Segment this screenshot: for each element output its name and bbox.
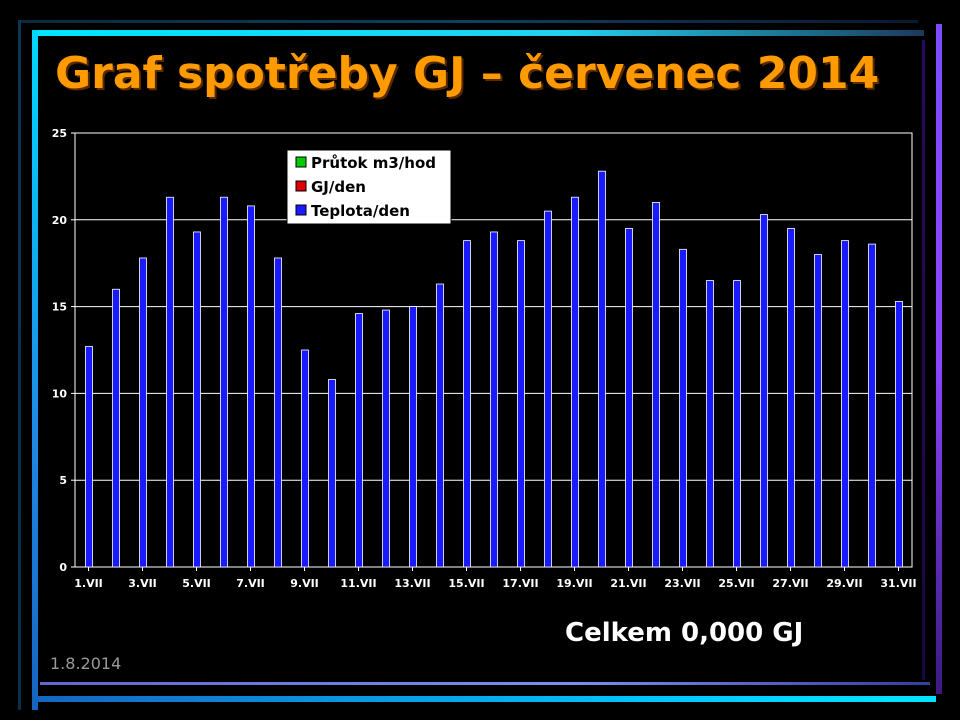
bar-teplota-13.VII [409, 306, 417, 568]
bar-teplota-24.VII [706, 280, 714, 568]
legend-swatch-gj [295, 180, 307, 192]
bar-teplota-22.VII [652, 202, 660, 568]
x-tick-label: 15.VII [448, 577, 484, 590]
x-axis: 1.VII 3.VII 5.VII 7.VII 9.VII 11.VII 13.VII 15.… [74, 567, 917, 590]
bar-teplota-17.VII [517, 240, 525, 568]
bar-teplota-1.VII [85, 346, 93, 568]
legend-swatch-flow [295, 156, 307, 168]
x-tick-label: 13.VII [394, 577, 430, 590]
legend-swatch-temp [295, 204, 307, 216]
decor-line-top-back [18, 20, 918, 23]
x-tick-label: 25.VII [718, 577, 754, 590]
x-tick-label: 21.VII [610, 577, 646, 590]
x-tick-label: 29.VII [826, 577, 862, 590]
total-consumption: Celkem 0,000 GJ [565, 618, 804, 648]
decor-line-top [32, 30, 924, 36]
bar-teplota-6.VII [220, 196, 228, 568]
x-tick-label: 1.VII [74, 577, 103, 590]
x-tick-label: 7.VII [236, 577, 265, 590]
bar-teplota-8.VII [274, 257, 282, 568]
decor-line-bottom-back [40, 682, 930, 685]
legend-label-flow: Průtok m3/hod [311, 154, 436, 172]
decor-line-left-back [18, 20, 21, 710]
x-tick-label: 11.VII [340, 577, 376, 590]
bar-teplota-14.VII [436, 283, 444, 568]
x-tick-label: 23.VII [664, 577, 700, 590]
y-tick-label: 10 [52, 387, 68, 400]
bar-teplota-15.VII [463, 240, 471, 568]
x-tick-label: 17.VII [502, 577, 538, 590]
bar-teplota-4.VII [166, 196, 174, 568]
bar-teplota-20.VII [598, 170, 606, 568]
x-tick-label: 3.VII [128, 577, 157, 590]
consumption-chart: 0 5 10 15 20 25 1.VII 3.VII 5.VII 7.VII 9.VII 11.V… [52, 127, 917, 590]
bar-teplota-30.VII [868, 243, 876, 568]
decor-line-left [32, 30, 38, 710]
y-axis: 0 5 10 15 20 25 [52, 127, 75, 574]
bar-teplota-31.VII [895, 300, 903, 568]
bar-teplota-26.VII [760, 214, 768, 568]
decor-line-right-back [922, 40, 925, 680]
decor-line-bottom [32, 696, 936, 702]
bar-teplota-12.VII [382, 309, 390, 568]
bar-teplota-21.VII [625, 228, 633, 568]
bar-teplota-2.VII [112, 288, 120, 568]
y-tick-label: 15 [52, 301, 67, 314]
bar-teplota-11.VII [355, 313, 363, 568]
bar-teplota-9.VII [301, 349, 309, 568]
y-tick-label: 0 [59, 561, 67, 574]
y-tick-label: 20 [52, 214, 68, 227]
y-tick-label: 5 [59, 474, 67, 487]
bar-teplota-28.VII [814, 254, 822, 568]
x-tick-label: 19.VII [556, 577, 592, 590]
legend-label-gj: GJ/den [311, 178, 366, 196]
legend-box [286, 149, 452, 225]
decor-line-right [936, 24, 942, 694]
slide-date: 1.8.2014 [50, 654, 122, 673]
legend: Průtok m3/hod GJ/den Teplota/den [286, 149, 452, 225]
bar-teplota-19.VII [571, 196, 579, 568]
x-tick-label: 27.VII [772, 577, 808, 590]
x-tick-label: 9.VII [290, 577, 319, 590]
bar-teplota-29.VII [841, 240, 849, 568]
slide-title: Graf spotřeby GJ – červenec 2014 [55, 48, 880, 99]
bar-teplota-5.VII [193, 231, 201, 568]
legend-label-temp: Teplota/den [311, 202, 410, 220]
y-tick-label: 25 [52, 127, 67, 140]
bar-teplota-7.VII [247, 205, 255, 568]
bar-teplota-23.VII [679, 248, 687, 568]
x-tick-label: 31.VII [880, 577, 916, 590]
bar-series [85, 170, 903, 568]
bar-teplota-27.VII [787, 228, 795, 568]
bar-teplota-3.VII [139, 257, 147, 568]
bar-teplota-25.VII [733, 280, 741, 568]
bar-teplota-16.VII [490, 231, 498, 568]
bar-teplota-10.VII [328, 379, 336, 568]
x-tick-label: 5.VII [182, 577, 211, 590]
bar-teplota-18.VII [544, 210, 552, 568]
